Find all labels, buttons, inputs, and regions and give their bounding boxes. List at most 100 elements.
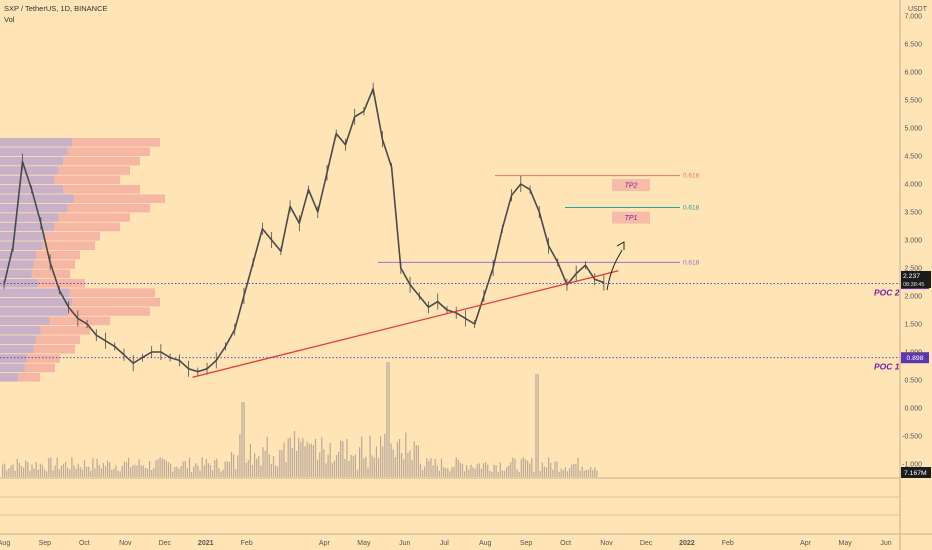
- volume-bar: [457, 459, 459, 477]
- profile-bar-total: [33, 260, 75, 269]
- volume-bar: [251, 465, 254, 477]
- profile-bar-core: [0, 222, 54, 232]
- volume-bar: [377, 457, 380, 477]
- volume-bar: [291, 448, 293, 477]
- volume-bar: [222, 469, 224, 477]
- profile-bar-total: [45, 232, 100, 241]
- volume-bar: [151, 470, 153, 477]
- profile-bar-total: [72, 297, 160, 307]
- volume-bar: [132, 465, 134, 477]
- volume-bar: [254, 453, 256, 477]
- time-axis[interactable]: Aug Sep Oct Nov Dec 2021 Feb Apr May Jun Jul Aug Sep…: [0, 540, 892, 547]
- volume-bar: [564, 467, 566, 477]
- x-tick-label: 2022: [679, 540, 695, 547]
- profile-bar-total: [27, 354, 60, 363]
- profile-bar-core: [0, 213, 59, 222]
- volume-bar: [157, 459, 159, 477]
- volume-bar: [453, 466, 455, 477]
- x-tick-label: Oct: [79, 540, 90, 547]
- volume-bar: [205, 458, 207, 477]
- y-tick-label: 1.000: [904, 350, 922, 357]
- volume-bar: [537, 374, 539, 477]
- volume-bar: [329, 442, 331, 477]
- volume-bar: [172, 471, 174, 477]
- volume-bar: [6, 470, 8, 477]
- volume-bar: [117, 470, 119, 477]
- volume-bar: [514, 458, 516, 477]
- volume-bar: [170, 463, 172, 477]
- profile-bar-core: [0, 373, 18, 382]
- volume-bar: [535, 374, 537, 477]
- volume-bar: [558, 471, 560, 477]
- volume-bar: [331, 463, 333, 477]
- volume-bar: [426, 458, 428, 477]
- volume-bar: [375, 446, 377, 477]
- volume-bar: [350, 455, 352, 477]
- profile-bar-core: [0, 354, 27, 363]
- symbol-title[interactable]: SXP / TetherUS, 1D, BINANCE: [4, 4, 108, 13]
- x-tick-label: Dec: [159, 540, 172, 547]
- volume-bar: [371, 455, 373, 477]
- target-label: TP2: [625, 183, 638, 190]
- volume-bar: [178, 468, 180, 477]
- profile-bar-total: [24, 363, 55, 373]
- profile-bar-total: [67, 147, 150, 156]
- volume-bar: [365, 456, 367, 477]
- volume-bar: [529, 463, 531, 477]
- volume-bar: [266, 436, 268, 477]
- volume-bar: [20, 465, 23, 477]
- profile-bar-total: [54, 175, 120, 185]
- volume-bar: [37, 469, 39, 477]
- price-axis[interactable]: 7.000 6.500 6.000 5.500 5.000 4.500 4.000 3.500…: [902, 14, 922, 469]
- volume-bar: [508, 465, 510, 477]
- volume-bar: [434, 459, 436, 477]
- target-label: TP1: [625, 215, 638, 222]
- volume-bar: [258, 456, 260, 477]
- volume-bar: [386, 362, 388, 477]
- volume-bar: [314, 438, 317, 477]
- volume-bar: [71, 457, 73, 477]
- volume-bar: [191, 471, 193, 477]
- volume-bar: [466, 465, 468, 477]
- volume-bar: [409, 450, 411, 477]
- volume-bar: [27, 462, 29, 477]
- volume-bar: [478, 463, 480, 477]
- profile-bar-core: [0, 363, 25, 373]
- volume-bar: [369, 435, 371, 477]
- volume-bar: [65, 461, 67, 477]
- profile-bar-total: [63, 185, 140, 194]
- volume-bar: [384, 433, 386, 477]
- volume-bar: [123, 461, 125, 477]
- target-box: [612, 211, 650, 224]
- volume-bar: [443, 466, 445, 477]
- volume-bar: [415, 445, 417, 477]
- volume-bar: [153, 467, 155, 477]
- volume-bar: [4, 463, 6, 477]
- volume-bar: [380, 435, 382, 477]
- volume-bar: [455, 457, 457, 477]
- volume-bar: [373, 457, 375, 477]
- volume-bar: [445, 468, 447, 477]
- volume-bar: [594, 467, 596, 477]
- projection-arrow: [606, 249, 623, 291]
- profile-bar-total: [38, 279, 85, 288]
- volume-indicator-label[interactable]: Vol: [4, 15, 15, 24]
- volume-bar: [48, 457, 50, 477]
- volume-bar: [149, 460, 151, 477]
- x-tick-label: Aug: [0, 540, 10, 547]
- volume-bar: [216, 458, 218, 477]
- volume-bar: [142, 465, 144, 477]
- volume-bar: [472, 467, 474, 477]
- volume-bar: [352, 456, 354, 477]
- volume-bar: [571, 464, 573, 477]
- profile-bar-total: [67, 307, 150, 316]
- volume-bar: [560, 468, 562, 477]
- volume-bar: [552, 469, 554, 477]
- volume-bar: [566, 471, 569, 477]
- profile-bar-core: [0, 203, 68, 213]
- profile-bar-total: [54, 222, 120, 232]
- volume-bar: [81, 469, 83, 477]
- volume-bar: [212, 470, 214, 477]
